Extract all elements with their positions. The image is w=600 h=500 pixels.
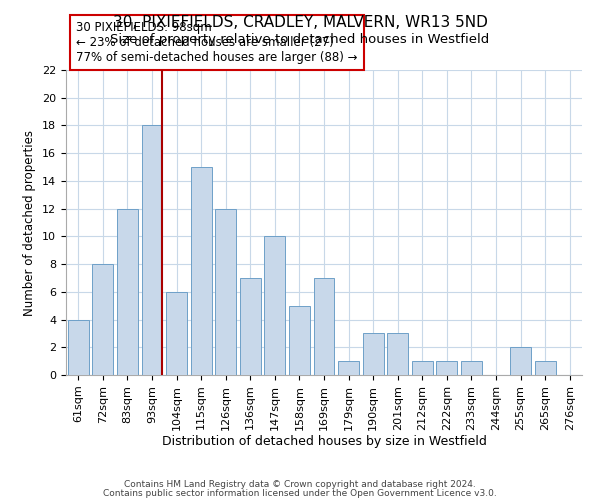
Bar	[289, 306, 310, 375]
Bar	[387, 334, 408, 375]
Bar	[68, 320, 89, 375]
Bar	[240, 278, 261, 375]
Text: Contains HM Land Registry data © Crown copyright and database right 2024.: Contains HM Land Registry data © Crown c…	[124, 480, 476, 489]
Bar	[92, 264, 113, 375]
Bar	[142, 126, 163, 375]
Y-axis label: Number of detached properties: Number of detached properties	[23, 130, 37, 316]
Bar	[191, 167, 212, 375]
Bar	[362, 334, 383, 375]
Bar	[338, 361, 359, 375]
Text: Contains public sector information licensed under the Open Government Licence v3: Contains public sector information licen…	[103, 488, 497, 498]
Bar	[166, 292, 187, 375]
Bar	[510, 348, 531, 375]
X-axis label: Distribution of detached houses by size in Westfield: Distribution of detached houses by size …	[161, 436, 487, 448]
Bar	[412, 361, 433, 375]
Bar	[117, 208, 138, 375]
Bar	[535, 361, 556, 375]
Text: 30, PIXIEFIELDS, CRADLEY, MALVERN, WR13 5ND: 30, PIXIEFIELDS, CRADLEY, MALVERN, WR13 …	[113, 15, 487, 30]
Text: Size of property relative to detached houses in Westfield: Size of property relative to detached ho…	[110, 32, 490, 46]
Bar	[215, 208, 236, 375]
Bar	[461, 361, 482, 375]
Bar	[436, 361, 457, 375]
Bar	[314, 278, 334, 375]
Text: 30 PIXIEFIELDS: 98sqm
← 23% of detached houses are smaller (27)
77% of semi-deta: 30 PIXIEFIELDS: 98sqm ← 23% of detached …	[76, 21, 358, 64]
Bar	[265, 236, 286, 375]
